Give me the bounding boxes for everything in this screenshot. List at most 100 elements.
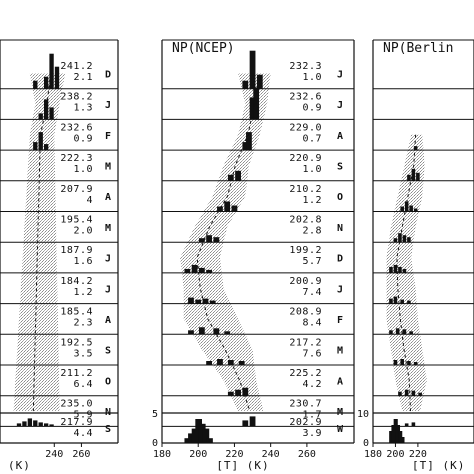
x-tick-label: 200 bbox=[189, 449, 207, 460]
monthly-std-label: 1.0 bbox=[302, 72, 322, 83]
monthly-mean-label: 185.4 bbox=[60, 307, 93, 318]
histogram-bar bbox=[413, 146, 418, 151]
monthly-mean-label: 192.5 bbox=[60, 337, 93, 348]
monthly-std-label: 8.4 bbox=[302, 318, 322, 329]
monthly-mean-label: 220.9 bbox=[289, 153, 322, 164]
annual-mean-label: 217.9 bbox=[60, 417, 93, 428]
monthly-std-label: 0.9 bbox=[302, 103, 322, 114]
histogram-bar bbox=[402, 235, 407, 243]
x-tick-label: 260 bbox=[72, 449, 90, 460]
monthly-std-label: 2.8 bbox=[302, 226, 322, 237]
histogram-bar bbox=[209, 300, 216, 304]
histogram-bar bbox=[22, 421, 27, 427]
histogram-bar bbox=[33, 80, 38, 89]
histogram-bar bbox=[407, 300, 411, 304]
monthly-mean-label: 199.2 bbox=[289, 245, 322, 256]
histogram-bar bbox=[407, 237, 411, 243]
monthly-mean-label: 184.2 bbox=[60, 276, 93, 287]
monthly-mean-label: 208.9 bbox=[289, 307, 322, 318]
histogram-bar bbox=[411, 422, 416, 427]
month-label: J bbox=[105, 284, 111, 295]
month-label: D bbox=[337, 254, 343, 265]
histogram-bar bbox=[400, 359, 404, 365]
annual-mean-label: 202.9 bbox=[289, 417, 322, 428]
histogram-bar bbox=[246, 132, 252, 151]
trend-line bbox=[32, 73, 52, 412]
month-label: F bbox=[105, 131, 111, 142]
monthly-std-label: 2.3 bbox=[73, 318, 93, 329]
histogram-bar bbox=[224, 201, 231, 212]
histogram-bar bbox=[224, 331, 231, 335]
range-shading bbox=[180, 73, 271, 412]
histogram-bar bbox=[398, 266, 402, 273]
histogram-bar bbox=[256, 74, 263, 89]
histogram-bar bbox=[188, 330, 194, 335]
month-label: A bbox=[105, 315, 111, 326]
month-label: A bbox=[337, 131, 343, 142]
month-label: J bbox=[105, 254, 111, 265]
x-axis-label: [T] (K) bbox=[216, 459, 269, 472]
month-label: F bbox=[337, 315, 343, 326]
histogram-bar bbox=[217, 359, 223, 365]
monthly-std-label: 1.7 bbox=[302, 410, 322, 421]
annual-histogram-bar bbox=[188, 433, 195, 443]
monthly-std-label: 1.6 bbox=[73, 256, 93, 267]
monthly-mean-label: 211.2 bbox=[60, 368, 93, 379]
monthly-std-label: 0.7 bbox=[302, 133, 322, 144]
monthly-mean-label: 235.0 bbox=[60, 399, 93, 410]
annual-histogram-bar bbox=[184, 438, 192, 443]
monthly-mean-label: 200.9 bbox=[289, 276, 322, 287]
annual-y-tick-label: 0 bbox=[363, 438, 369, 449]
histogram-bar bbox=[202, 298, 209, 304]
histogram-bar bbox=[191, 264, 198, 273]
histogram-bar bbox=[402, 329, 407, 335]
histogram-bar bbox=[407, 361, 411, 365]
histogram-bars-layer bbox=[16, 50, 422, 443]
month-label: M bbox=[105, 161, 111, 172]
panel-frames-layer bbox=[0, 39, 474, 447]
annual-histogram-bar bbox=[400, 437, 405, 443]
monthly-mean-label: 195.4 bbox=[60, 215, 93, 226]
x-axis-unit-left: (K) bbox=[8, 459, 31, 472]
histogram-bar bbox=[33, 142, 38, 151]
monthly-std-label: 1.0 bbox=[73, 164, 93, 175]
histogram-bar bbox=[231, 205, 238, 212]
histogram-bar bbox=[253, 87, 260, 120]
monthly-mean-label: 225.2 bbox=[289, 368, 322, 379]
histogram-bar bbox=[54, 66, 60, 89]
monthly-mean-label: 229.0 bbox=[289, 122, 322, 133]
histogram-bar bbox=[393, 238, 398, 243]
histogram-bar bbox=[213, 237, 220, 243]
histogram-bar bbox=[249, 97, 256, 120]
monthly-mean-label: 202.8 bbox=[289, 215, 322, 226]
trend-line bbox=[396, 134, 417, 412]
monthly-std-label: 1.3 bbox=[73, 103, 93, 114]
monthly-std-label: 4.2 bbox=[302, 379, 322, 390]
monthly-std-label: 1.2 bbox=[302, 195, 322, 206]
month-label: S bbox=[337, 161, 343, 172]
trend-line bbox=[196, 73, 256, 412]
histogram-bar bbox=[227, 174, 234, 181]
monthly-mean-label: 187.9 bbox=[60, 245, 93, 256]
month-label: N bbox=[337, 223, 343, 234]
monthly-std-label: 6.4 bbox=[73, 379, 93, 390]
histogram-bar bbox=[188, 297, 194, 304]
month-label: J bbox=[337, 69, 343, 80]
histogram-bar bbox=[238, 361, 245, 365]
month-label: A bbox=[337, 376, 343, 387]
monthly-std-label: 2.1 bbox=[73, 72, 93, 83]
month-label: M bbox=[337, 407, 343, 418]
histogram-bar bbox=[49, 107, 54, 120]
annual-y-tick-label: 0 bbox=[152, 438, 158, 449]
month-label: M bbox=[105, 223, 111, 234]
histogram-bar bbox=[389, 330, 393, 335]
histogram-bar bbox=[393, 264, 398, 273]
monthly-std-label: 7.6 bbox=[302, 348, 322, 359]
histogram-bar bbox=[411, 390, 416, 396]
panel-title: NP(NCEP) bbox=[172, 41, 235, 56]
month-label: D bbox=[105, 69, 111, 80]
histogram-bar bbox=[43, 144, 49, 151]
annual-histogram-bar bbox=[202, 428, 210, 443]
monthly-std-label: 1.0 bbox=[302, 164, 322, 175]
histogram-bar bbox=[404, 201, 409, 212]
